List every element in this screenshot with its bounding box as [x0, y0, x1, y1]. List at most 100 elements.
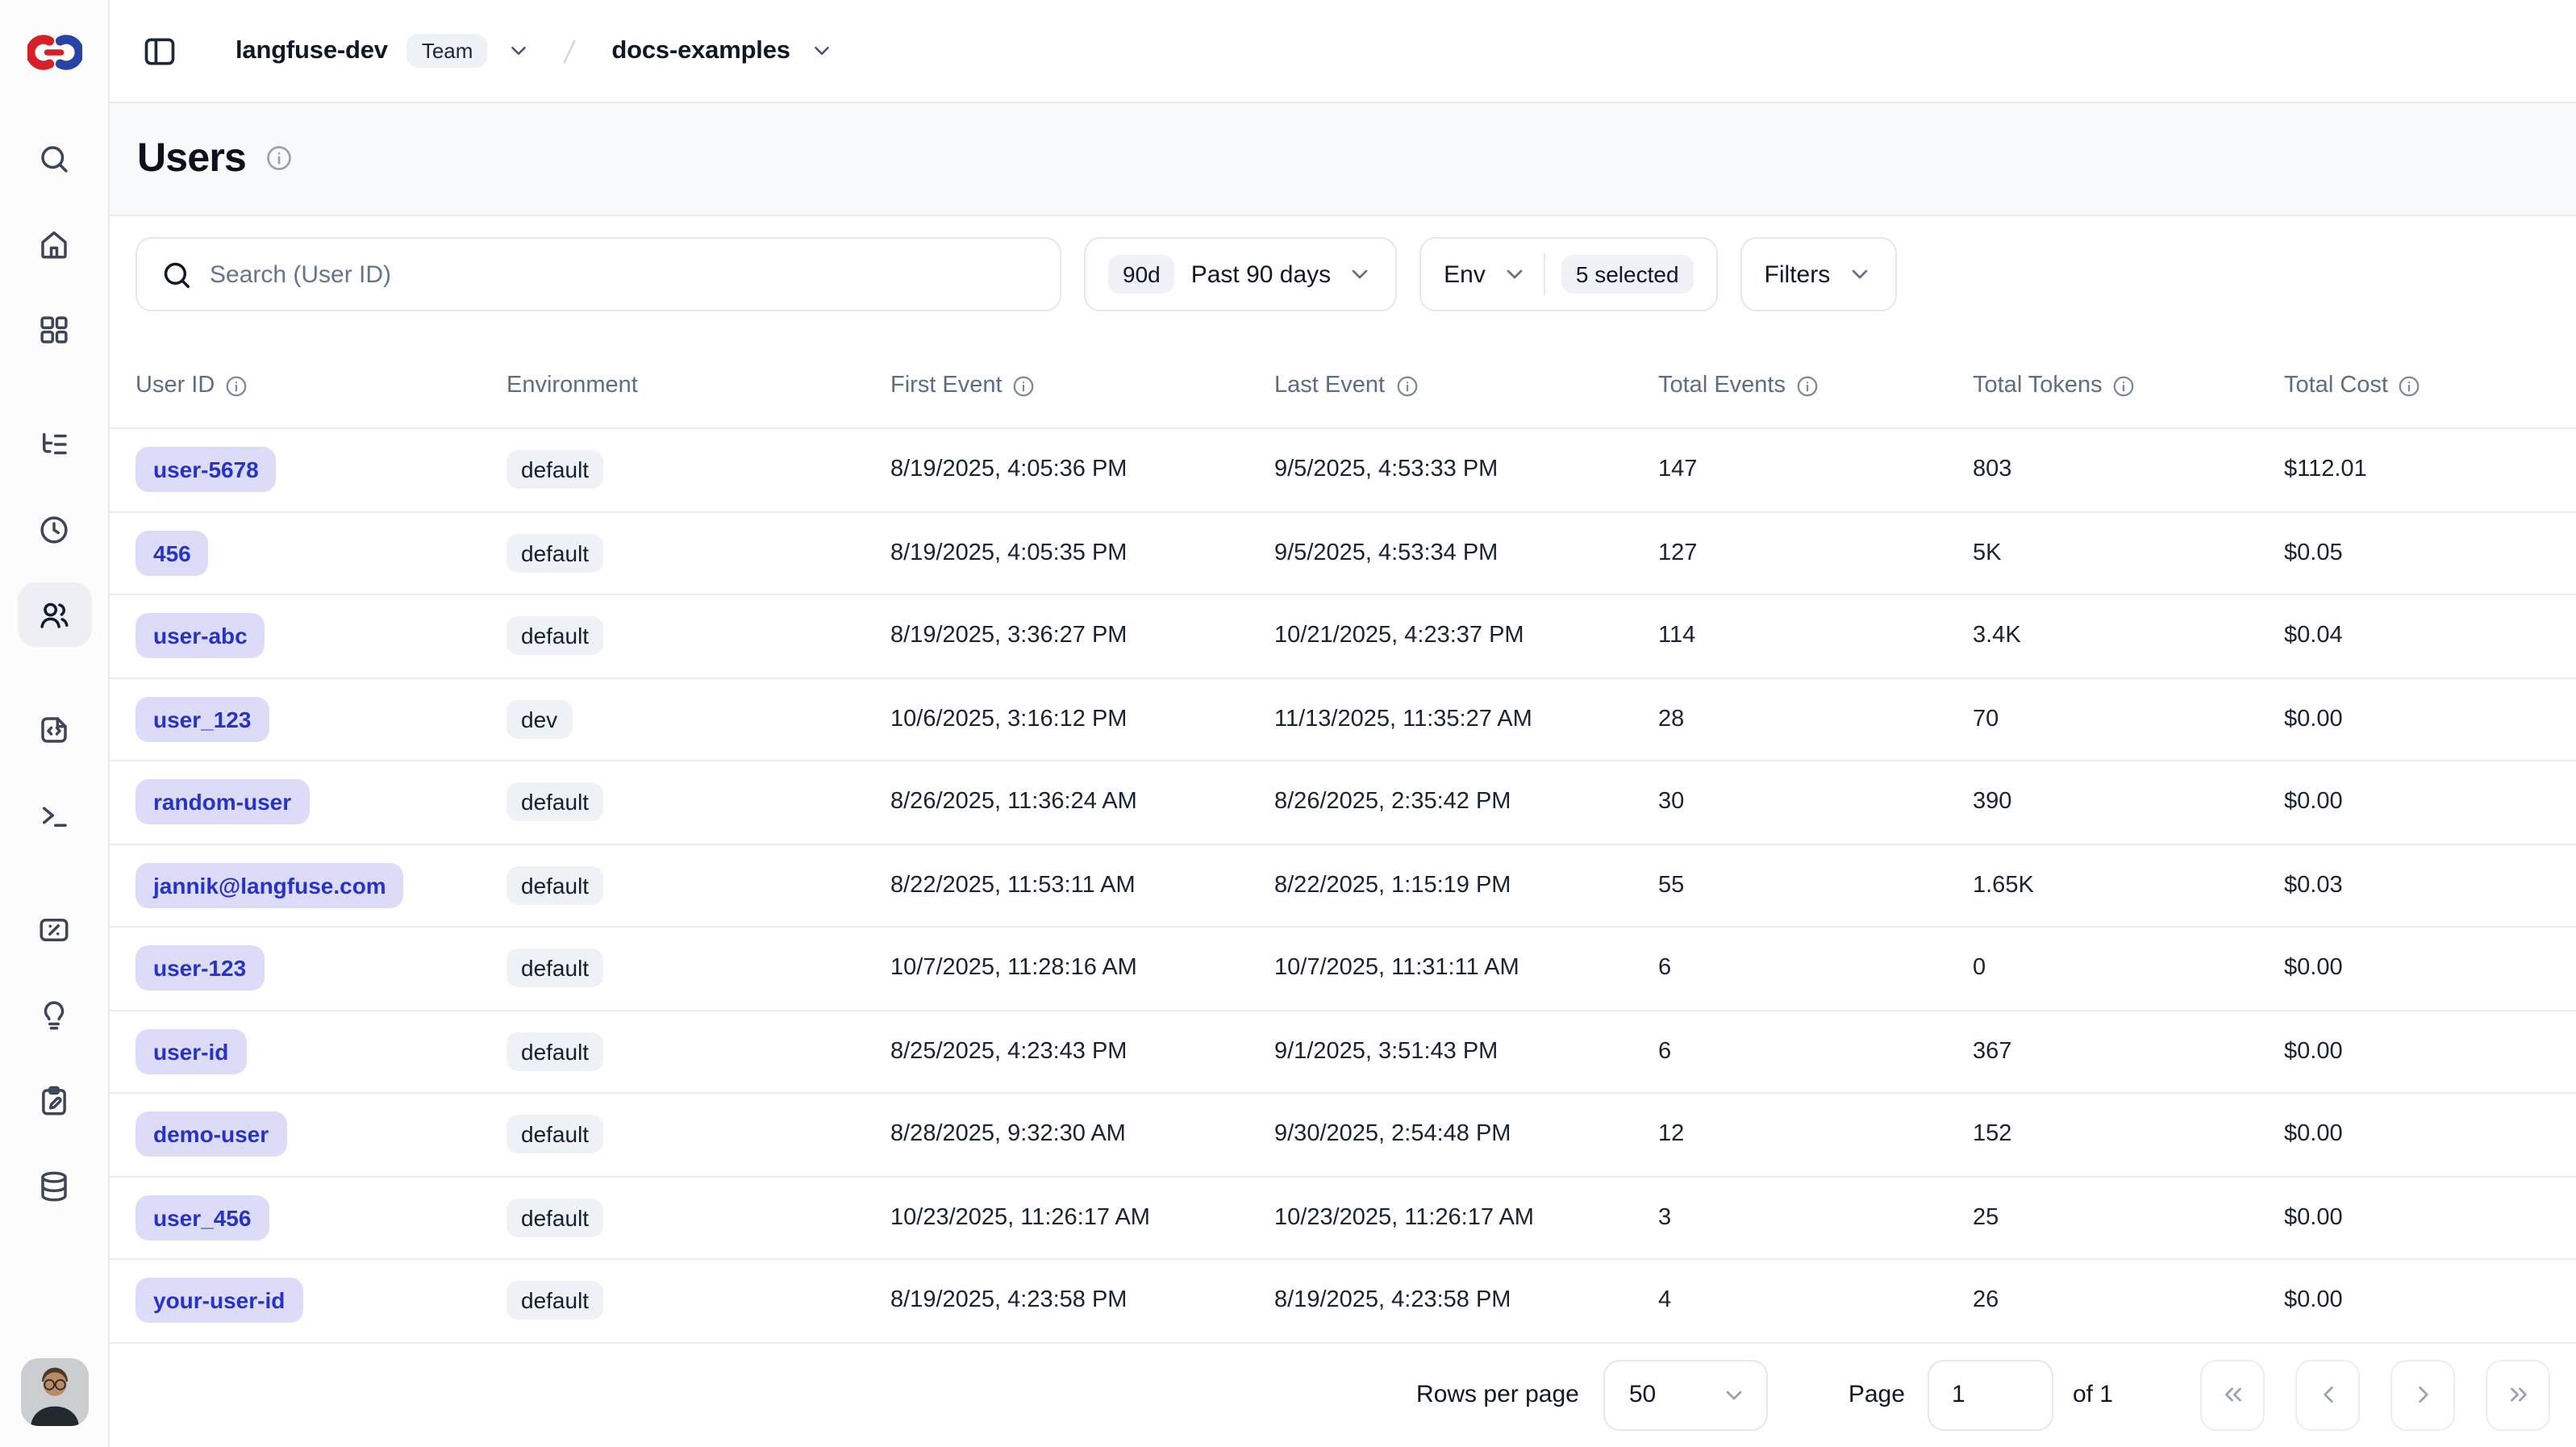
cell-environment: default [506, 1281, 890, 1320]
next-page-button[interactable] [2391, 1359, 2455, 1431]
cell-total-cost: $0.00 [2284, 1205, 2550, 1231]
user-id-badge[interactable]: user-abc [135, 613, 265, 659]
org-name[interactable]: langfuse-dev [236, 36, 388, 64]
user-id-badge[interactable]: user-id [135, 1028, 247, 1074]
sidebar-item-datasets[interactable] [17, 1153, 91, 1218]
user-avatar[interactable] [20, 1358, 88, 1426]
cell-total-tokens: 3.4K [1973, 623, 2284, 649]
main-panel: langfuse-dev Team docs-examples Users [110, 0, 2576, 1447]
cell-total-events: 127 [1658, 540, 1973, 566]
sidebar-item-search[interactable] [17, 126, 91, 190]
table-row: user_123 dev 10/6/2025, 3:16:12 PM 11/13/20… [110, 678, 2576, 761]
column-label: User ID [135, 373, 215, 398]
user-id-badge[interactable]: random-user [135, 779, 310, 825]
cell-value: 30 [1658, 789, 1685, 815]
cell-value: 10/21/2025, 4:23:37 PM [1274, 623, 1524, 649]
table-row: user-5678 default 8/19/2025, 4:05:36 PM 9/5… [110, 429, 2576, 512]
user-id-badge[interactable]: jannik@langfuse.com [135, 862, 404, 908]
user-id-badge[interactable]: user_123 [135, 696, 269, 742]
cell-total-cost: $0.00 [2284, 1288, 2550, 1314]
environment-filter-button[interactable]: Env 5 selected [1419, 237, 1718, 311]
column-header-environment[interactable]: Environment [506, 373, 890, 398]
column-label: First Event [890, 373, 1002, 398]
user-id-badge[interactable]: your-user-id [135, 1278, 303, 1324]
previous-page-button[interactable] [2295, 1359, 2360, 1431]
search-box[interactable] [135, 237, 1061, 311]
cell-environment: default [506, 1198, 890, 1237]
sidebar-item-scores[interactable] [17, 897, 91, 961]
pager-buttons [2200, 1359, 2550, 1431]
page-header: Users [110, 103, 2576, 216]
sidebar-item-tracing[interactable] [17, 411, 91, 476]
org-switcher-button[interactable] [506, 39, 531, 63]
cell-user-id: 456 [135, 530, 506, 576]
percent-card-icon [40, 918, 69, 940]
cell-value: 147 [1658, 457, 1698, 483]
info-icon [1797, 375, 1818, 396]
column-header-total-cost[interactable]: Total Cost [2284, 373, 2550, 398]
sidebar-item-playground[interactable] [17, 782, 91, 847]
sidebar-item-insights[interactable] [17, 982, 91, 1047]
environment-selected-badge: 5 selected [1561, 255, 1694, 294]
cell-user-id: jannik@langfuse.com [135, 862, 506, 908]
cell-value: 10/6/2025, 3:16:12 PM [890, 706, 1128, 732]
cell-last-event: 9/5/2025, 4:53:33 PM [1274, 457, 1658, 483]
table-header-row: User ID Environment First Event Last Event T… [110, 311, 2576, 429]
project-name[interactable]: docs-examples [611, 36, 790, 64]
search-input[interactable] [210, 261, 1036, 288]
table-row: user_456 default 10/23/2025, 11:26:17 AM 10… [110, 1177, 2576, 1260]
cell-environment: default [506, 1032, 890, 1071]
first-page-button[interactable] [2200, 1359, 2265, 1431]
cell-value: 11/13/2025, 11:35:27 AM [1274, 706, 1532, 732]
breadcrumb-separator [553, 35, 586, 67]
sidebar-item-sessions[interactable] [17, 497, 91, 561]
sidebar-item-dashboards[interactable] [17, 297, 91, 361]
cell-last-event: 8/22/2025, 1:15:19 PM [1274, 873, 1658, 899]
user-id-badge[interactable]: user-123 [135, 945, 265, 991]
user-id-badge[interactable]: 456 [135, 530, 209, 576]
cell-environment: default [506, 949, 890, 988]
cell-value: 9/1/2025, 3:51:43 PM [1274, 1038, 1498, 1065]
filters-button[interactable]: Filters [1740, 237, 1897, 311]
page-label: Page [1848, 1381, 1905, 1409]
column-header-total-tokens[interactable]: Total Tokens [1973, 373, 2284, 398]
cell-total-events: 3 [1658, 1205, 1973, 1231]
cell-last-event: 9/30/2025, 2:54:48 PM [1274, 1122, 1658, 1148]
info-icon [1396, 375, 1417, 396]
user-id-badge[interactable]: user_456 [135, 1195, 269, 1241]
date-range-button[interactable]: 90d Past 90 days [1084, 237, 1398, 311]
sidebar-toggle-button[interactable] [139, 30, 181, 72]
cell-total-cost: $0.00 [2284, 1122, 2550, 1148]
column-header-user-id[interactable]: User ID [135, 373, 506, 398]
page-number-input[interactable] [1927, 1359, 2053, 1431]
sidebar-item-home[interactable] [17, 211, 91, 276]
list-tree-icon [43, 432, 67, 454]
chevron-down-icon [1352, 269, 1368, 279]
divider [1543, 253, 1545, 295]
cell-value: 25 [1973, 1204, 1999, 1231]
info-icon [226, 375, 247, 396]
project-switcher-button[interactable] [810, 39, 834, 63]
cell-value: 10/7/2025, 11:28:16 AM [890, 955, 1137, 982]
cell-value: 8/22/2025, 11:53:11 AM [890, 872, 1136, 899]
langfuse-logo[interactable] [0, 0, 108, 103]
cell-total-cost: $0.00 [2284, 790, 2550, 815]
cell-value: $0.03 [2284, 872, 2343, 899]
cell-environment: default [506, 782, 890, 822]
rows-per-page-select[interactable]: 50 [1603, 1359, 1768, 1431]
cell-value: 10/23/2025, 11:26:17 AM [890, 1204, 1150, 1231]
cell-user-id: user-5678 [135, 447, 506, 493]
topbar: langfuse-dev Team docs-examples [110, 0, 2576, 103]
sidebar-item-users[interactable] [17, 582, 91, 647]
column-header-first-event[interactable]: First Event [890, 373, 1274, 398]
last-page-button[interactable] [2486, 1359, 2550, 1431]
column-header-total-events[interactable]: Total Events [1658, 373, 1973, 398]
environment-badge: default [506, 616, 604, 656]
cell-last-event: 8/19/2025, 4:23:58 PM [1274, 1288, 1658, 1314]
sidebar-item-prompts[interactable] [17, 697, 91, 761]
user-id-badge[interactable]: user-5678 [135, 447, 277, 493]
column-header-last-event[interactable]: Last Event [1274, 373, 1658, 398]
sidebar-item-annotation[interactable] [17, 1068, 91, 1132]
cell-value: 390 [1973, 789, 2012, 815]
user-id-badge[interactable]: demo-user [135, 1111, 287, 1157]
